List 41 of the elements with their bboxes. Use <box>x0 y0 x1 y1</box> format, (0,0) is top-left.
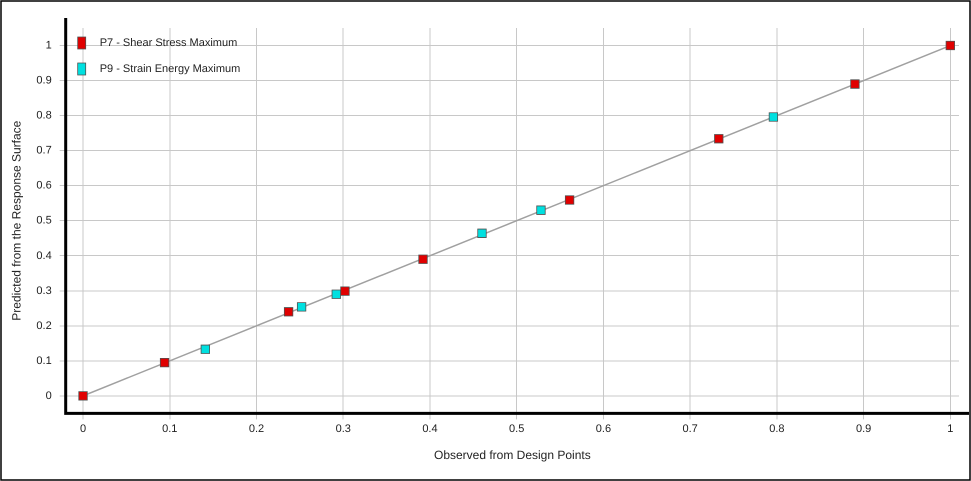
y-tick-label: 0.6 <box>36 180 52 192</box>
x-tick-label: 0.9 <box>856 423 872 436</box>
point <box>477 228 487 238</box>
point <box>564 195 574 205</box>
x-tick-label: 0 <box>80 423 86 436</box>
point <box>768 112 778 122</box>
point <box>536 206 546 215</box>
x-tick-label: 0.1 <box>162 423 178 436</box>
y-tick-label: 0 <box>46 390 52 402</box>
y-tick-label: 0.8 <box>36 110 52 122</box>
x-tick-label: 1 <box>947 423 954 436</box>
point <box>946 40 955 50</box>
x-axis-title: Observed from Design Points <box>434 448 591 462</box>
x-tick-label: 0.8 <box>769 423 785 436</box>
y-tick-label: 0.9 <box>36 74 52 87</box>
legend-label: P9 - Strain Energy Maximum <box>100 63 240 76</box>
y-tick-label: 0.1 <box>36 354 52 367</box>
point <box>332 290 341 299</box>
y-axis-title: Predicted from the Response Surface <box>10 120 24 321</box>
point <box>160 358 170 368</box>
y-tick-label: 0.2 <box>36 320 52 332</box>
legend-label: P7 - Shear Stress Maximum <box>100 37 238 50</box>
point <box>284 307 294 316</box>
point <box>418 254 428 264</box>
y-tick-label: 0.7 <box>36 144 52 157</box>
x-tick-label: 0.2 <box>248 423 264 436</box>
y-tick-label: 0.3 <box>36 284 52 297</box>
point <box>340 286 350 296</box>
x-tick-label: 0.5 <box>509 423 524 436</box>
point <box>296 302 306 312</box>
point <box>200 344 210 354</box>
x-tick-label: 0.7 <box>682 423 698 436</box>
point <box>714 134 724 144</box>
point <box>78 391 88 401</box>
x-tick-label: 0.4 <box>422 423 438 436</box>
x-tick-label: 0.6 <box>596 423 612 436</box>
x-tick-label: 0.3 <box>336 423 351 436</box>
y-tick-label: 0.5 <box>36 214 52 227</box>
y-tick-label: 0.4 <box>36 250 52 262</box>
y-tick-label: 1 <box>46 40 52 52</box>
point <box>850 79 860 89</box>
